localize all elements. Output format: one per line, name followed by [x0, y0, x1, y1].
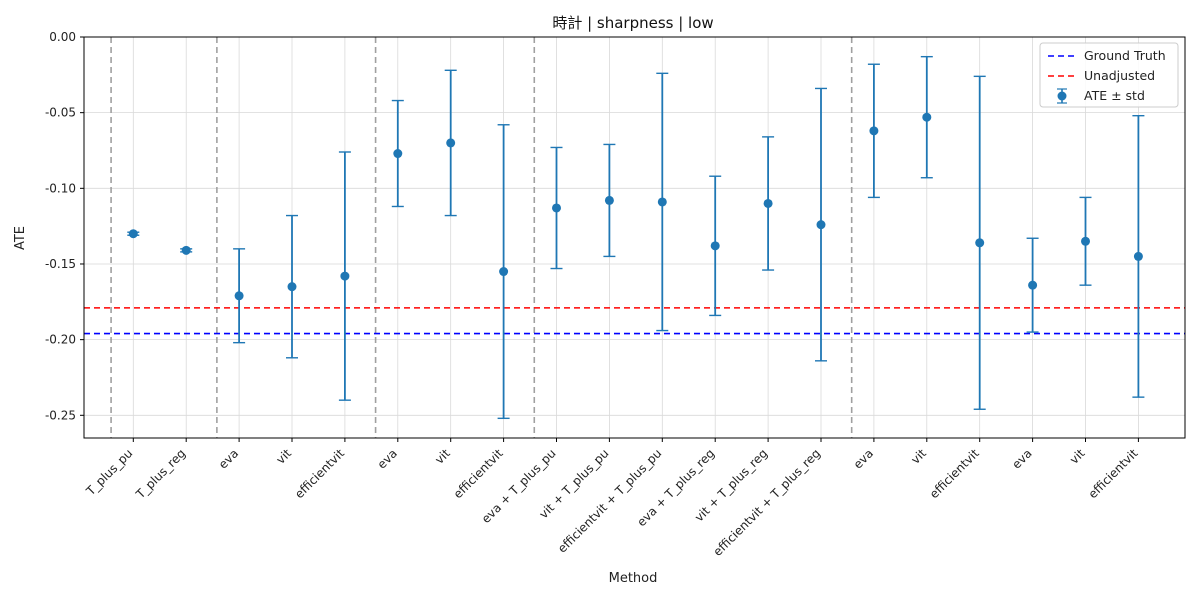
data-point	[1081, 236, 1090, 246]
plot-frame	[83, 36, 1186, 439]
data-point	[1133, 251, 1143, 261]
x-tick-label: eva	[851, 446, 876, 471]
x-tick-label: eva	[1009, 446, 1034, 471]
y-axis-label: ATE	[13, 226, 28, 250]
x-tick-label: vit	[1067, 446, 1088, 467]
group-separators	[110, 37, 853, 438]
x-tick-label: vit	[274, 446, 295, 467]
x-tick-label: efficientvit	[927, 446, 982, 501]
data-point	[446, 138, 456, 148]
data-point	[710, 241, 720, 251]
x-tick-label: efficientvit	[1086, 446, 1141, 501]
data-point	[869, 126, 879, 136]
data-point	[128, 229, 138, 239]
y-tick-label: -0.05	[45, 106, 76, 120]
data-point	[181, 245, 191, 255]
x-tick-label: efficientvit	[451, 446, 506, 501]
data-point	[287, 282, 297, 292]
y-tick-label: 0.00	[49, 30, 76, 44]
x-tick-label: eva	[216, 446, 241, 471]
legend-box	[1039, 42, 1179, 108]
grid-layer	[84, 36, 1185, 438]
x-tick-label: T_plus_reg	[133, 446, 189, 502]
x-tick-label: vit	[908, 446, 929, 467]
data-point	[552, 203, 561, 213]
x-tick-label: efficientvit + T_plus_pu	[555, 446, 664, 555]
y-tick-label: -0.10	[45, 181, 76, 195]
data-point	[393, 149, 403, 159]
y-tick-label: -0.25	[45, 408, 76, 422]
x-axis-label: Method	[609, 571, 658, 586]
legend-label: Ground Truth	[1084, 48, 1166, 63]
x-tick-label: T_plus_pu	[83, 446, 136, 499]
data-point	[975, 238, 985, 248]
data-point	[234, 291, 244, 301]
data-point	[1028, 280, 1038, 290]
data-layer	[127, 55, 1145, 420]
legend-label: ATE ± std	[1084, 88, 1145, 103]
y-tick-label: -0.20	[45, 333, 76, 347]
legend-label: Unadjusted	[1084, 68, 1155, 83]
data-point	[499, 267, 509, 277]
x-tick-label: efficientvit + T_plus_reg	[711, 446, 824, 559]
reference-lines	[84, 307, 1185, 335]
legend-point-swatch	[1057, 91, 1067, 101]
legend: Ground Truth Unadjusted ATE ± std	[1039, 42, 1179, 108]
y-axis-ticks: 0.00 -0.05 -0.10 -0.15 -0.20 -0.25	[45, 30, 84, 422]
data-point	[657, 197, 667, 207]
data-point	[340, 271, 350, 281]
data-point	[604, 195, 614, 205]
x-tick-label: vit	[432, 446, 453, 467]
data-point	[816, 220, 826, 230]
data-point	[922, 112, 932, 122]
chart-title: 時計 | sharpness | low	[552, 14, 713, 32]
data-point	[763, 198, 773, 208]
x-tick-label: eva	[375, 446, 400, 471]
x-tick-label: efficientvit	[292, 446, 347, 501]
y-tick-label: -0.15	[45, 257, 76, 271]
